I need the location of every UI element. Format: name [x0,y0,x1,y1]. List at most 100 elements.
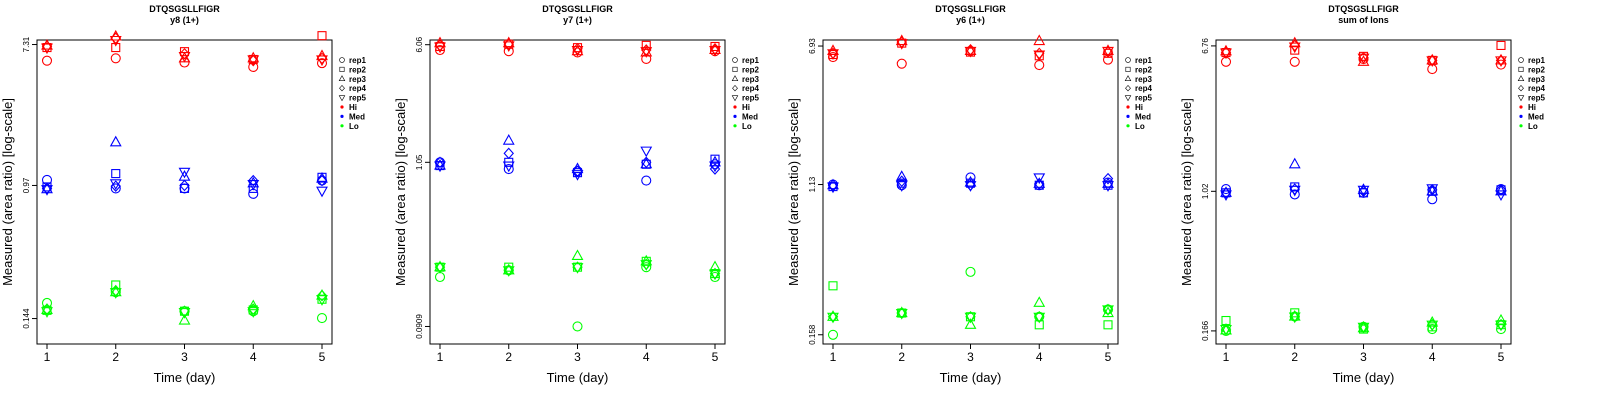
point-hi-rep5 [827,49,839,60]
legend-label: rep4 [1528,84,1545,93]
point-hi-rep1 [41,55,53,66]
point-med-rep4 [709,163,721,175]
legend-rep4-icon [1518,84,1524,92]
point-hi-rep4 [434,39,446,52]
chart-title: DTQSGSLLFIGR [149,4,220,14]
x-tick-label: 2 [1291,350,1298,364]
y-axis-label: Measured (area ratio) [log-scale] [393,98,408,286]
legend-rep2-icon [339,66,345,72]
legend-rep5-icon [731,95,739,102]
x-tick-label: 4 [1429,350,1436,364]
legend-label: rep2 [742,65,759,74]
point-med-rep2 [248,183,258,193]
point-hi-rep4 [641,44,652,56]
y-tick-label: 0.144 [22,308,31,329]
point-med-rep3 [895,170,908,181]
legend-label: rep3 [742,75,759,84]
legend-med-dot [733,114,737,118]
legend-lo-dot [340,124,344,128]
point-hi-rep4 [503,38,514,51]
chart-title: DTQSGSLLFIGR [542,4,613,14]
point-hi-rep5 [316,55,328,67]
legend-label: rep4 [742,84,759,93]
point-med-rep5 [1288,185,1301,197]
x-tick-label: 2 [112,350,119,364]
point-lo-rep3 [502,263,515,275]
legend-label: rep1 [1528,56,1545,65]
legend-label: Hi [1528,103,1536,112]
x-tick-label: 3 [1360,350,1367,364]
legend-hi-dot [1126,105,1130,109]
point-lo-rep5 [247,307,260,318]
point-hi-rep2 [641,40,651,50]
legend-symbol [732,84,738,92]
legend-label: Med [742,112,758,121]
point-lo-rep3 [1288,309,1301,321]
point-med-rep3 [1220,186,1232,197]
legend-label: Lo [1135,122,1145,131]
legend-label: Med [1528,112,1544,121]
point-lo-rep5 [709,269,721,281]
point-hi-rep1 [1289,56,1300,67]
legend-label: Lo [349,122,359,131]
point-lo-rep1 [572,321,583,332]
plot-frame [1215,39,1512,345]
legend-symbol [339,84,345,92]
x-tick-label: 5 [712,350,719,364]
legend-symbol [338,75,346,82]
legend-lo-dot [1519,124,1523,128]
point-hi-rep1 [316,58,328,69]
x-tick-label: 1 [44,350,51,364]
legend-rep1-icon [732,57,738,63]
legend-rep4-icon [339,84,345,92]
point-hi-rep5 [571,45,584,57]
point-lo-rep3 [316,289,328,300]
point-lo-rep3 [827,310,839,321]
point-lo-rep3 [1495,313,1507,325]
point-med-rep3 [571,162,584,174]
point-med-rep1 [1427,194,1438,205]
point-med-rep5 [109,179,122,190]
x-tick-label: 1 [1223,350,1230,364]
point-lo-rep2 [1103,320,1113,330]
point-med-rep4 [1495,183,1507,196]
x-tick-label: 2 [898,350,905,364]
plot-frame [429,39,726,345]
legend-label: rep2 [349,65,366,74]
chart-subtitle: y8 (1+) [170,15,199,25]
legend-symbol [1517,95,1525,102]
legend-hi-dot [340,105,344,109]
point-hi-rep4 [572,42,583,55]
point-hi-rep3 [247,51,260,63]
legend-symbol [731,75,739,82]
x-axis-label: Time (day) [547,370,609,385]
point-med-rep1 [1289,189,1300,200]
legend-label: Med [1135,112,1151,121]
legend-lo-dot [733,124,737,128]
legend-label: rep2 [1135,65,1152,74]
point-med-rep1 [248,188,259,199]
point-hi-rep3 [1288,36,1301,48]
point-med-rep5 [895,181,908,192]
legend-rep2-icon [732,66,738,72]
legend-rep3-icon [338,75,346,82]
y-tick-label: 6.06 [415,36,424,52]
point-hi-rep5 [109,35,122,47]
x-tick-label: 3 [181,350,188,364]
legend-label: rep4 [1135,84,1152,93]
legend-rep1-icon [1518,57,1524,63]
y-axis-label: Measured (area ratio) [log-scale] [1179,98,1194,286]
point-med-rep5 [502,161,515,173]
point-lo-rep5 [1426,320,1439,332]
point-med-rep5 [247,179,260,191]
point-med-rep1 [110,183,121,194]
x-tick-label: 5 [1105,350,1112,364]
point-lo-rep5 [964,312,977,324]
legend-label: rep3 [349,75,366,84]
point-lo-rep3 [571,249,584,261]
legend-rep4-icon [1125,84,1131,92]
point-hi-rep3 [1426,53,1439,65]
